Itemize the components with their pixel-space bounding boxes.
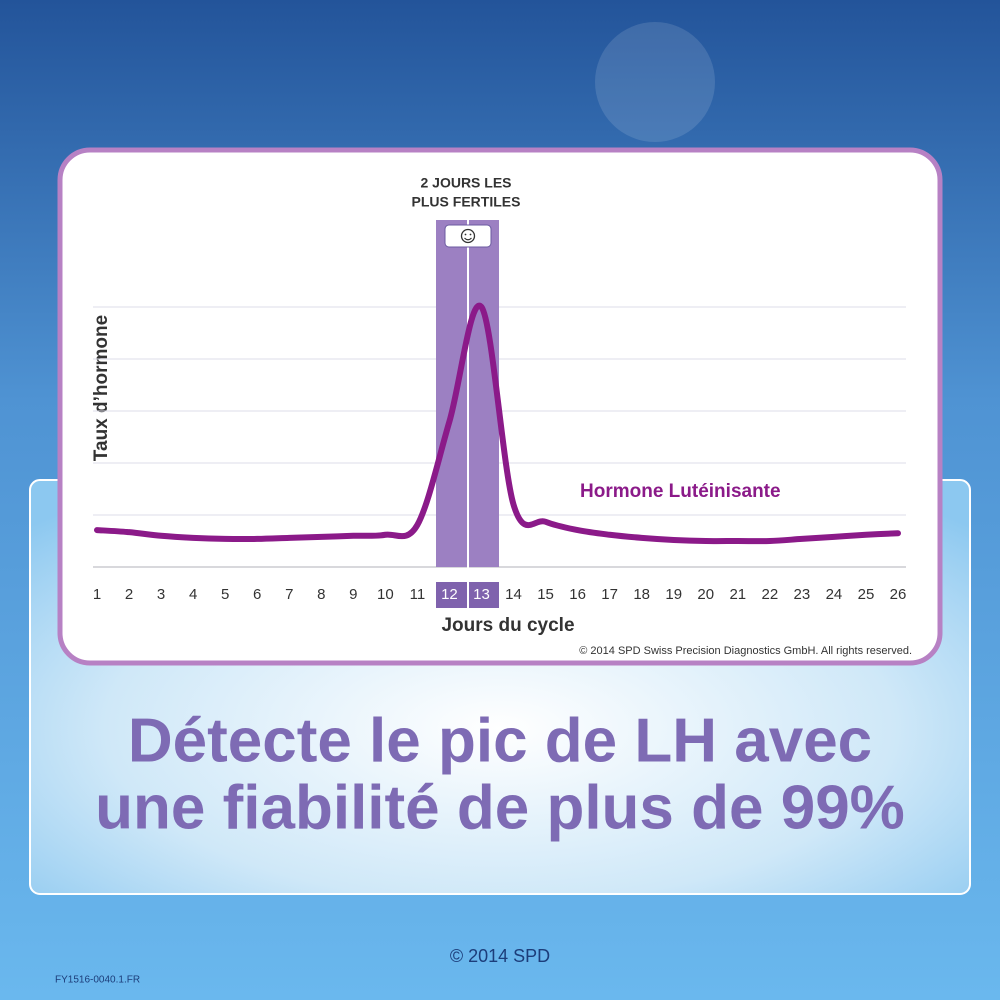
x-tick-label: 12 xyxy=(441,586,458,603)
x-tick-label: 23 xyxy=(794,586,811,603)
x-tick-label: 15 xyxy=(537,586,554,603)
copyright: © 2014 SPD Swiss Precision Diagnostics G… xyxy=(579,645,912,657)
x-tick-label: 5 xyxy=(221,586,229,603)
y-axis-label: Taux d’hormone xyxy=(91,315,112,461)
x-tick-label: 17 xyxy=(601,586,618,603)
x-tick-label: 24 xyxy=(826,586,843,603)
annotation: 2 JOURS LES xyxy=(420,175,511,191)
x-axis-label: Jours du cycle xyxy=(441,615,574,636)
series-label: Hormone Lutéinisante xyxy=(580,481,781,502)
glow xyxy=(595,22,715,142)
headline: Détecte le pic de LH avec xyxy=(128,706,872,775)
x-tick-label: 13 xyxy=(473,586,490,603)
x-tick-label: 8 xyxy=(317,586,325,603)
headline: une fiabilité de plus de 99% xyxy=(95,773,905,842)
x-tick-label: 1 xyxy=(93,586,101,603)
smiley-eye xyxy=(469,233,472,236)
x-tick-label: 7 xyxy=(285,586,293,603)
x-tick-label: 11 xyxy=(410,586,426,603)
smiley xyxy=(460,228,476,244)
x-tick-label: 3 xyxy=(157,586,165,603)
x-tick-label: 14 xyxy=(505,586,522,603)
x-tick-label: 10 xyxy=(377,586,394,603)
x-tick-label: 2 xyxy=(125,586,133,603)
annotation: PLUS FERTILES xyxy=(412,194,521,210)
x-tick-label: 19 xyxy=(665,586,682,603)
x-tick-label: 4 xyxy=(189,586,197,603)
x-tick-label: 25 xyxy=(858,586,875,603)
smiley-mouth xyxy=(464,237,472,241)
x-tick-label: 26 xyxy=(890,586,907,603)
x-tick-label: 6 xyxy=(253,586,261,603)
x-tick-label: 21 xyxy=(729,586,746,603)
plot xyxy=(436,220,499,608)
smiley-box xyxy=(444,224,492,248)
footer: © 2014 SPD xyxy=(450,946,550,966)
smiley-eye xyxy=(464,233,467,236)
line-series xyxy=(94,302,901,545)
x-tick-label: 18 xyxy=(633,586,650,603)
code: FY1516-0040.1.FR xyxy=(55,975,140,986)
x-tick-label: 22 xyxy=(761,586,778,603)
x-tick-label: 16 xyxy=(569,586,586,603)
x-tick-label: 20 xyxy=(697,586,714,603)
x-tick-label: 9 xyxy=(349,586,357,603)
